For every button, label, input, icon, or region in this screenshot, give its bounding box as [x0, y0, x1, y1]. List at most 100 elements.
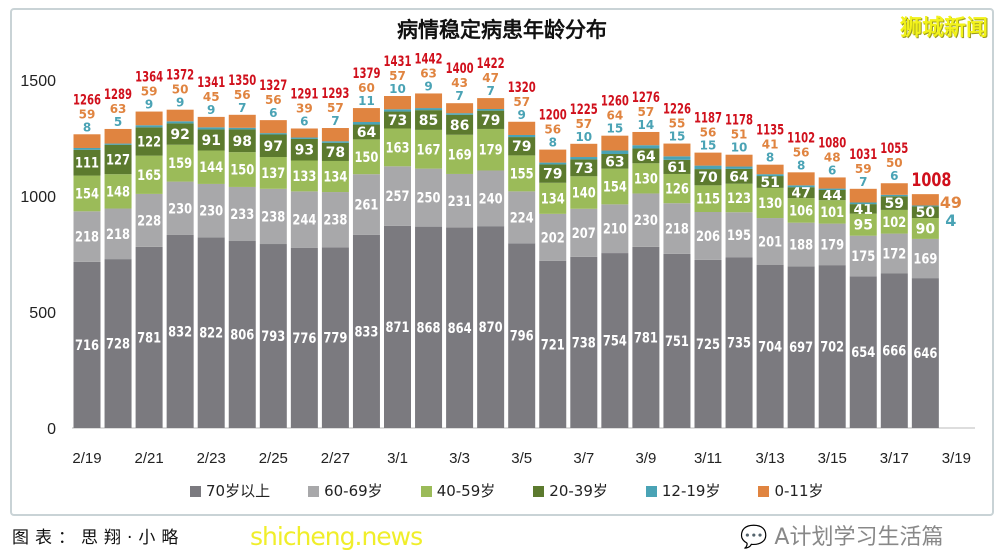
segment-label: 154: [75, 186, 99, 202]
segment-label: 63: [605, 154, 624, 170]
bar-segment: [849, 276, 877, 428]
legend-item: 12-19岁: [645, 482, 720, 500]
chart-frame: [10, 8, 994, 516]
segment-label: 646: [913, 346, 937, 362]
segment-label: 144: [199, 160, 223, 176]
bar-segment: [259, 157, 287, 189]
bar-segment: [477, 98, 505, 109]
segment-label: 781: [137, 330, 161, 346]
segment-label: 218: [665, 221, 689, 237]
bar-segment: [725, 166, 753, 169]
bar-segment: [104, 174, 132, 209]
bar-segment: [508, 134, 536, 138]
segment-label: 56: [234, 88, 251, 102]
segment-label: 238: [261, 209, 285, 225]
segment-label: 140: [572, 186, 596, 202]
segment-label: 9: [518, 108, 526, 122]
total-label: 1341: [197, 75, 225, 91]
segment-label: 57: [513, 95, 530, 109]
legend-item: 0-11岁: [758, 482, 824, 500]
bar-segment: [663, 203, 691, 254]
bar-segment: [228, 241, 256, 428]
bar-segment: [880, 196, 908, 210]
segment-label: 150: [230, 163, 254, 179]
segment-label: 10: [389, 82, 406, 96]
segment-label: 202: [541, 230, 565, 246]
x-tick-label: 3/5: [511, 450, 532, 467]
segment-label: 115: [696, 192, 720, 208]
bar-segment: [166, 234, 194, 428]
bar-segment: [415, 110, 443, 130]
segment-label: 6: [269, 106, 277, 120]
bar-segment: [384, 111, 411, 129]
segment-label: 833: [354, 324, 378, 340]
segment-label: 56: [544, 123, 561, 137]
segment-label: 167: [417, 142, 441, 158]
bar-segment: [694, 152, 722, 166]
segment-label: 123: [727, 191, 751, 207]
bar-segment: [911, 194, 939, 206]
bar-segment: [446, 227, 474, 428]
bar-segment: [787, 198, 815, 223]
x-tick-label: 3/17: [880, 450, 909, 467]
segment-label: 8: [549, 136, 557, 150]
segment-label: 169: [913, 252, 937, 268]
bar-segment: [352, 139, 380, 175]
bar-segment: [446, 113, 474, 115]
segment-label: 654: [851, 345, 875, 361]
segment-label: 218: [75, 230, 99, 246]
bar-segment: [197, 127, 225, 130]
bar-segment: [508, 121, 536, 135]
segment-label: 73: [574, 161, 593, 177]
segment-label: 6: [300, 114, 308, 128]
x-tick-label: 3/9: [635, 450, 656, 467]
bar-segment: [508, 191, 536, 244]
segment-label: 15: [606, 122, 623, 136]
segment-label: 230: [199, 204, 223, 220]
bar-segment: [663, 143, 691, 157]
chart-title: 病情稳定病患年龄分布: [397, 18, 607, 42]
segment-label: 4: [945, 211, 956, 230]
total-label: 1372: [166, 68, 194, 84]
segment-label: 738: [572, 335, 596, 351]
segment-label: 871: [386, 320, 410, 336]
bar-segment: [818, 223, 846, 266]
segment-label: 261: [354, 197, 378, 213]
bar-segment: [663, 253, 691, 428]
legend-item: 60-69岁: [308, 482, 383, 500]
bar-segment: [663, 156, 691, 160]
segment-label: 56: [265, 93, 282, 107]
segment-label: 44: [822, 188, 842, 204]
bar-segment: [911, 206, 939, 219]
bar-segment: [228, 114, 256, 128]
x-tick-label: 3/13: [755, 450, 784, 467]
segment-label: 230: [634, 213, 658, 229]
bar-segment: [787, 266, 815, 428]
bar-segment: [290, 160, 318, 192]
segment-label: 9: [145, 98, 153, 112]
bar-segment: [228, 129, 256, 153]
segment-label: 102: [882, 215, 906, 231]
bar-segment: [787, 185, 815, 188]
bar-segment: [694, 185, 722, 213]
segment-label: 134: [323, 170, 347, 186]
segment-label: 111: [75, 156, 99, 172]
bar-segment: [849, 235, 877, 277]
segment-label: 728: [106, 337, 130, 353]
segment-label: 233: [230, 207, 254, 223]
bar-segment: [290, 137, 318, 139]
bar-segment: [849, 188, 877, 203]
bar-segment: [197, 129, 225, 151]
bar-segment: [477, 226, 505, 428]
segment-label: 230: [168, 201, 192, 217]
segment-label: 57: [575, 117, 592, 131]
segment-label: 751: [665, 334, 689, 350]
bar-segment: [911, 238, 939, 279]
x-tick-label: 3/19: [942, 450, 971, 467]
total-label: 1431: [384, 54, 412, 70]
total-label: 1080: [818, 135, 846, 151]
bar-segment: [539, 149, 567, 163]
bar-segment: [415, 93, 443, 109]
total-label: 1178: [725, 113, 753, 129]
bar-segment: [446, 103, 474, 114]
